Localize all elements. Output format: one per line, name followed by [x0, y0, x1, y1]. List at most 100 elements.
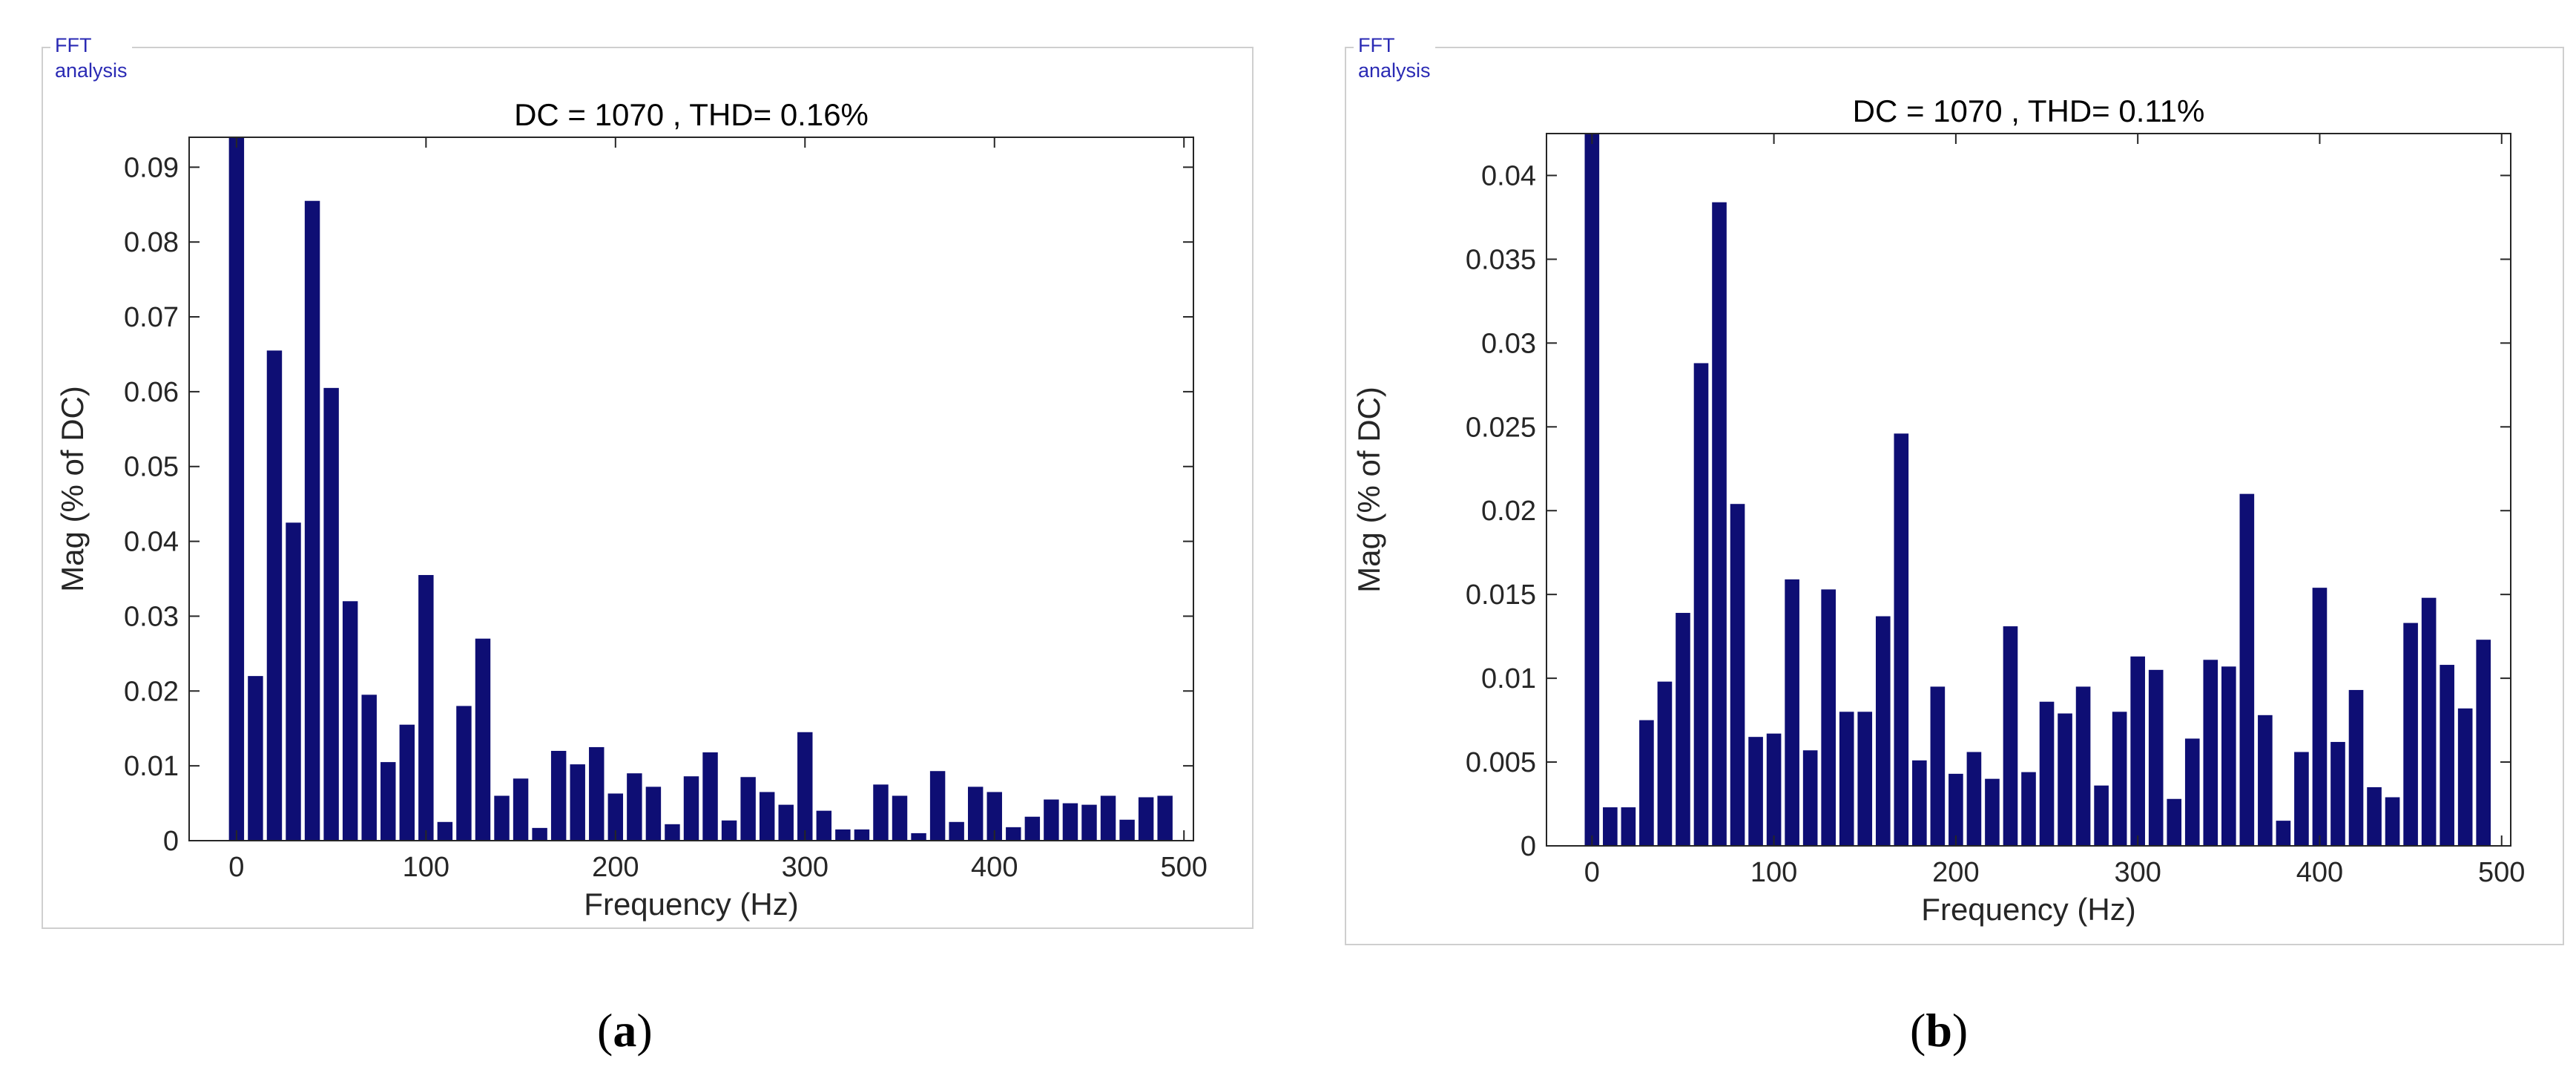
y-tick-label: 0.08 [124, 227, 179, 258]
bar [228, 137, 245, 841]
bar [1657, 681, 1673, 846]
bar [1839, 712, 1854, 846]
bar [740, 777, 756, 841]
x-tick-label: 200 [592, 852, 639, 883]
bar [1785, 579, 1799, 846]
caption-letter: a [613, 1004, 637, 1057]
x-axis-label: Frequency (Hz) [584, 887, 798, 922]
bar [2457, 708, 2473, 846]
bar [2075, 686, 2091, 846]
bar [2148, 669, 2164, 846]
bar [1676, 613, 1690, 846]
x-tick-label: 100 [403, 852, 449, 883]
bar [1119, 819, 1135, 841]
y-tick-label: 0.02 [124, 676, 179, 707]
bar [835, 829, 851, 841]
bar [1693, 363, 1709, 846]
y-tick-label: 0.06 [124, 377, 179, 408]
bar [2294, 752, 2309, 846]
bar [361, 694, 377, 841]
y-tick-label: 0.09 [124, 152, 179, 183]
x-tick-label: 500 [1161, 852, 1208, 883]
bar [1584, 134, 1600, 846]
x-tick-label: 0 [228, 852, 244, 883]
bar [1138, 797, 1154, 841]
bar [494, 795, 510, 841]
bar [437, 821, 453, 841]
plot-area [1546, 134, 2511, 846]
bar [2403, 623, 2418, 846]
bar [456, 706, 472, 841]
bar [2094, 785, 2109, 846]
caption-a: (a) [597, 1004, 653, 1057]
bar [2312, 588, 2328, 846]
bar [1044, 799, 1059, 841]
bar [1712, 202, 1727, 846]
bar [532, 827, 547, 841]
fft-chart-a: 0 100 200 300 400 500 0 0.01 0.02 0.03 0.04 0.05 0.0… [55, 97, 1208, 922]
bar [513, 778, 529, 841]
bar [1603, 807, 1618, 846]
bar [2476, 640, 2491, 846]
bar [2385, 797, 2400, 846]
bar [1006, 827, 1021, 841]
bar [2440, 665, 2454, 846]
bar [550, 750, 567, 841]
axes-box [1546, 133, 2511, 847]
caption-letter: b [1926, 1004, 1952, 1057]
bar [2330, 741, 2345, 846]
y-axis-label: Mag (% of DC) [55, 386, 90, 592]
bar [986, 792, 1002, 841]
chart-title: DC = 1070 , THD= 0.16% [514, 97, 869, 132]
x-tick-label: 400 [2296, 857, 2343, 888]
axes-box [188, 137, 1194, 841]
bar [248, 676, 263, 841]
bar [2367, 786, 2382, 846]
bar [873, 784, 889, 841]
bar [2167, 798, 2182, 846]
bar [2276, 821, 2291, 846]
y-tick-label: 0 [163, 826, 179, 857]
bar [911, 833, 926, 841]
bar [1157, 795, 1173, 841]
bar [1730, 504, 1745, 846]
bar [286, 522, 301, 841]
y-tick-label: 0.01 [1481, 663, 1536, 694]
bar [892, 795, 908, 841]
bar [645, 786, 662, 841]
y-tick-label: 0.03 [124, 601, 179, 632]
y-tick-label: 0.005 [1466, 747, 1536, 778]
bar [2258, 715, 2273, 846]
y-tick-label: 0.015 [1466, 579, 1536, 611]
bar [2184, 738, 2200, 846]
plot-area [189, 137, 1193, 841]
bar [1081, 804, 1097, 841]
y-tick-label: 0.02 [1481, 496, 1536, 527]
y-tick-label: 0.04 [1481, 160, 1536, 191]
bar [1748, 737, 1763, 846]
x-tick-label: 400 [971, 852, 1018, 883]
bar [1024, 816, 1041, 841]
bar [570, 764, 585, 841]
bar [1949, 773, 1963, 846]
bar [1930, 686, 1946, 846]
bar [1802, 750, 1818, 846]
y-tick-label: 0.03 [1481, 328, 1536, 359]
bar [1857, 712, 1873, 846]
bar [721, 820, 737, 841]
y-tick-label: 0.07 [124, 302, 179, 333]
bar [2112, 712, 2127, 846]
bar [2039, 701, 2055, 846]
bar [1985, 778, 2000, 846]
y-tick-label: 0.01 [124, 751, 179, 782]
bar [2003, 626, 2018, 846]
bar [266, 350, 283, 841]
bar [607, 793, 624, 841]
bar [1062, 803, 1078, 841]
bar [2348, 689, 2364, 846]
frame-title: FFT analysis [1354, 33, 1435, 83]
y-axis-label: Mag (% of DC) [1351, 387, 1386, 593]
bar [399, 724, 415, 841]
bar [381, 762, 396, 841]
bar [1100, 795, 1116, 841]
